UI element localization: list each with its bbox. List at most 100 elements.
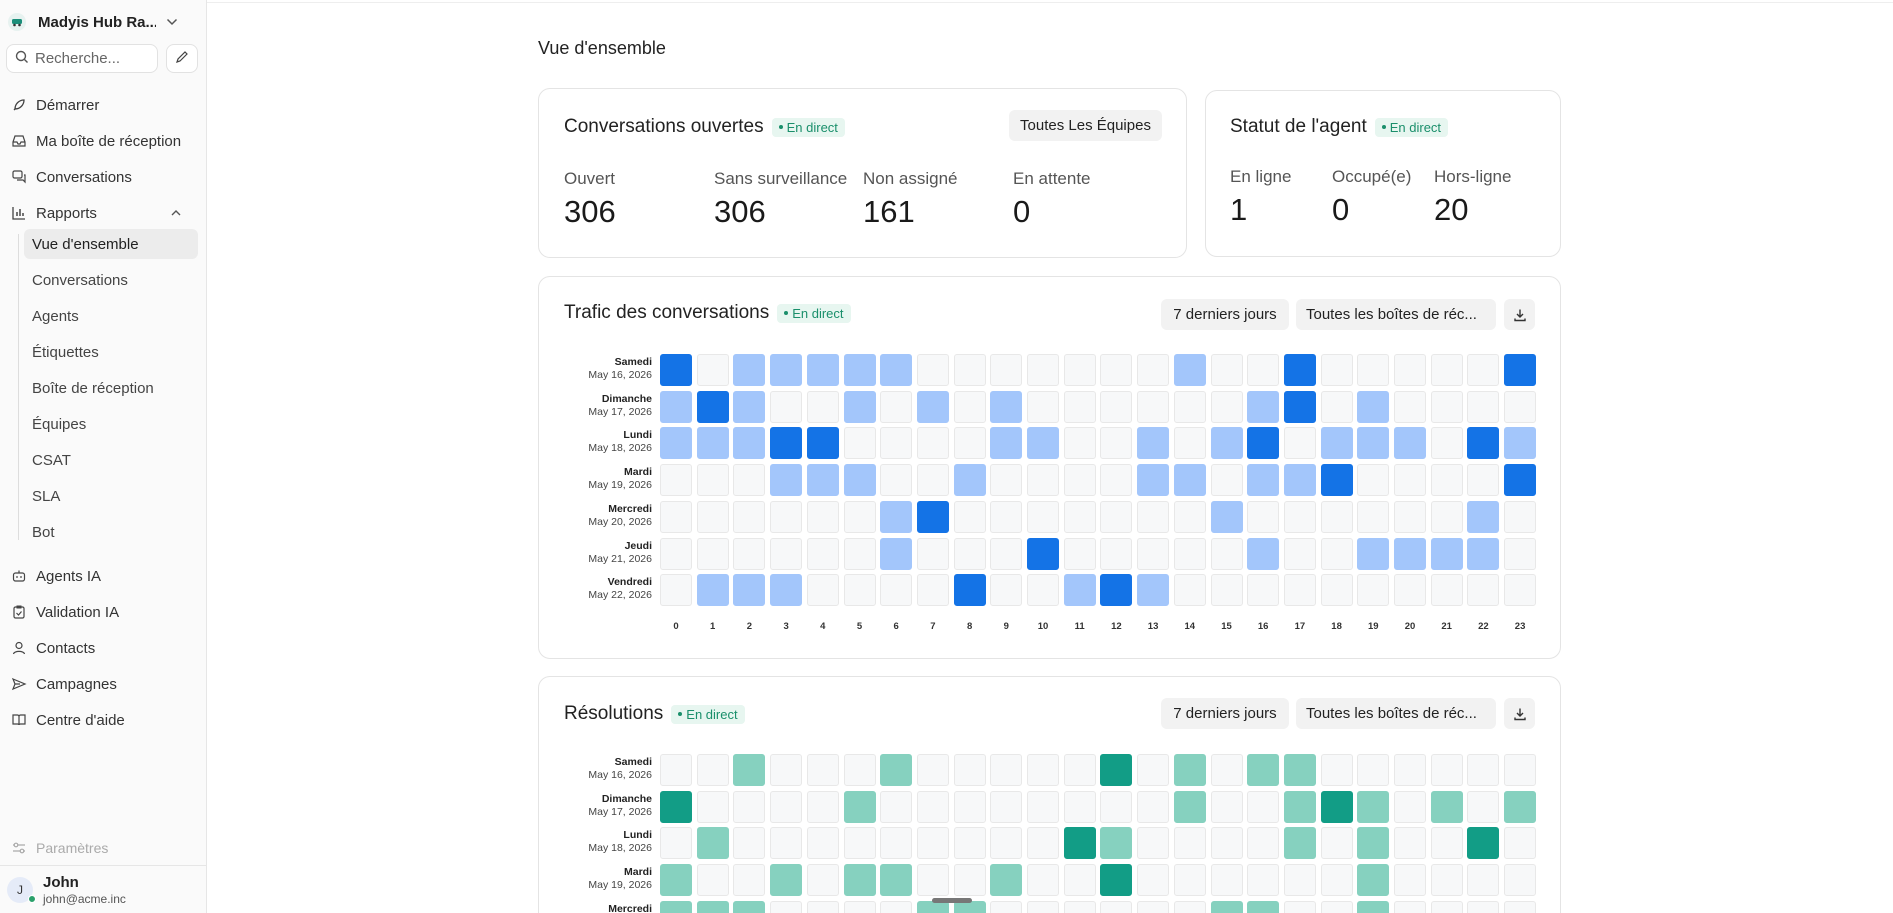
- heatmap-cell[interactable]: [843, 754, 876, 786]
- heatmap-cell[interactable]: [1430, 900, 1463, 913]
- heatmap-cell[interactable]: [806, 464, 839, 497]
- user-profile[interactable]: J John john@acme.inc: [0, 865, 207, 913]
- heatmap-cell[interactable]: [1100, 864, 1133, 897]
- heatmap-cell[interactable]: [1173, 427, 1206, 460]
- heatmap-cell[interactable]: [733, 427, 766, 460]
- heatmap-cell[interactable]: [843, 390, 876, 423]
- heatmap-cell[interactable]: [660, 354, 692, 386]
- heatmap-cell[interactable]: [953, 354, 986, 386]
- heatmap-cell[interactable]: [806, 390, 839, 423]
- heatmap-cell[interactable]: [1430, 754, 1463, 786]
- nav-conversations[interactable]: Conversations: [6, 163, 198, 191]
- heatmap-cell[interactable]: [1247, 464, 1280, 497]
- heatmap-cell[interactable]: [1063, 464, 1096, 497]
- heatmap-cell[interactable]: [696, 790, 729, 823]
- traffic-inbox-filter[interactable]: Toutes les boîtes de réc...: [1296, 299, 1496, 330]
- heatmap-cell[interactable]: [880, 500, 913, 533]
- heatmap-cell[interactable]: [1137, 427, 1170, 460]
- heatmap-cell[interactable]: [1173, 500, 1206, 533]
- heatmap-cell[interactable]: [1430, 427, 1463, 460]
- heatmap-cell[interactable]: [1137, 900, 1170, 913]
- heatmap-cell[interactable]: [1247, 390, 1280, 423]
- heatmap-cell[interactable]: [660, 427, 692, 460]
- heatmap-cell[interactable]: [1430, 574, 1463, 607]
- heatmap-cell[interactable]: [1283, 464, 1316, 497]
- heatmap-cell[interactable]: [733, 754, 766, 786]
- heatmap-cell[interactable]: [733, 827, 766, 860]
- heatmap-cell[interactable]: [1504, 864, 1537, 897]
- heatmap-cell[interactable]: [1283, 427, 1316, 460]
- heatmap-cell[interactable]: [1063, 574, 1096, 607]
- heatmap-cell[interactable]: [953, 500, 986, 533]
- heatmap-cell[interactable]: [1027, 464, 1059, 497]
- heatmap-cell[interactable]: [770, 864, 803, 897]
- heatmap-cell[interactable]: [1394, 864, 1426, 897]
- heatmap-cell[interactable]: [1210, 827, 1243, 860]
- nav-start[interactable]: Démarrer: [6, 91, 198, 119]
- heatmap-cell[interactable]: [1027, 827, 1059, 860]
- heatmap-cell[interactable]: [1247, 827, 1280, 860]
- heatmap-cell[interactable]: [916, 500, 949, 533]
- heatmap-cell[interactable]: [1100, 390, 1133, 423]
- heatmap-cell[interactable]: [1137, 827, 1170, 860]
- heatmap-cell[interactable]: [880, 464, 913, 497]
- nav-reports[interactable]: Rapports: [6, 199, 198, 227]
- heatmap-cell[interactable]: [660, 754, 692, 786]
- heatmap-cell[interactable]: [806, 754, 839, 786]
- heatmap-cell[interactable]: [953, 754, 986, 786]
- heatmap-cell[interactable]: [1320, 354, 1353, 386]
- resolutions-inbox-filter[interactable]: Toutes les boîtes de réc...: [1296, 698, 1496, 729]
- heatmap-cell[interactable]: [770, 754, 803, 786]
- heatmap-cell[interactable]: [696, 864, 729, 897]
- heatmap-cell[interactable]: [1283, 790, 1316, 823]
- nav-campaigns[interactable]: Campagnes: [6, 670, 198, 698]
- heatmap-cell[interactable]: [696, 464, 729, 497]
- heatmap-cell[interactable]: [1320, 900, 1353, 913]
- heatmap-cell[interactable]: [1210, 464, 1243, 497]
- heatmap-cell[interactable]: [733, 390, 766, 423]
- heatmap-cell[interactable]: [1357, 427, 1390, 460]
- heatmap-cell[interactable]: [1173, 464, 1206, 497]
- heatmap-cell[interactable]: [1027, 354, 1059, 386]
- heatmap-cell[interactable]: [660, 500, 692, 533]
- heatmap-cell[interactable]: [880, 354, 913, 386]
- heatmap-cell[interactable]: [1210, 790, 1243, 823]
- heatmap-cell[interactable]: [1283, 354, 1316, 386]
- resolutions-download-button[interactable]: [1504, 698, 1535, 729]
- heatmap-cell[interactable]: [1357, 537, 1390, 570]
- heatmap-cell[interactable]: [916, 790, 949, 823]
- heatmap-cell[interactable]: [1027, 390, 1059, 423]
- reports-sub-item[interactable]: Conversations: [32, 271, 128, 289]
- heatmap-cell[interactable]: [1027, 900, 1059, 913]
- heatmap-cell[interactable]: [1430, 354, 1463, 386]
- heatmap-cell[interactable]: [1357, 827, 1390, 860]
- heatmap-cell[interactable]: [660, 827, 692, 860]
- heatmap-cell[interactable]: [696, 427, 729, 460]
- search-box[interactable]: [6, 44, 158, 73]
- heatmap-cell[interactable]: [1137, 790, 1170, 823]
- heatmap-cell[interactable]: [1467, 900, 1500, 913]
- nav-ai-agents[interactable]: Agents IA: [6, 562, 198, 590]
- heatmap-cell[interactable]: [916, 574, 949, 607]
- heatmap-cell[interactable]: [1210, 864, 1243, 897]
- heatmap-cell[interactable]: [1137, 864, 1170, 897]
- heatmap-cell[interactable]: [1173, 354, 1206, 386]
- heatmap-cell[interactable]: [1320, 790, 1353, 823]
- heatmap-cell[interactable]: [916, 537, 949, 570]
- heatmap-cell[interactable]: [733, 790, 766, 823]
- heatmap-cell[interactable]: [880, 427, 913, 460]
- heatmap-cell[interactable]: [1504, 500, 1537, 533]
- heatmap-cell[interactable]: [1283, 900, 1316, 913]
- heatmap-cell[interactable]: [806, 500, 839, 533]
- heatmap-cell[interactable]: [880, 790, 913, 823]
- heatmap-cell[interactable]: [1394, 464, 1426, 497]
- heatmap-cell[interactable]: [1394, 790, 1426, 823]
- heatmap-cell[interactable]: [990, 464, 1023, 497]
- heatmap-cell[interactable]: [696, 900, 729, 913]
- heatmap-cell[interactable]: [1467, 864, 1500, 897]
- heatmap-cell[interactable]: [1320, 427, 1353, 460]
- heatmap-cell[interactable]: [1320, 864, 1353, 897]
- heatmap-cell[interactable]: [1210, 354, 1243, 386]
- heatmap-cell[interactable]: [1100, 754, 1133, 786]
- heatmap-cell[interactable]: [1137, 754, 1170, 786]
